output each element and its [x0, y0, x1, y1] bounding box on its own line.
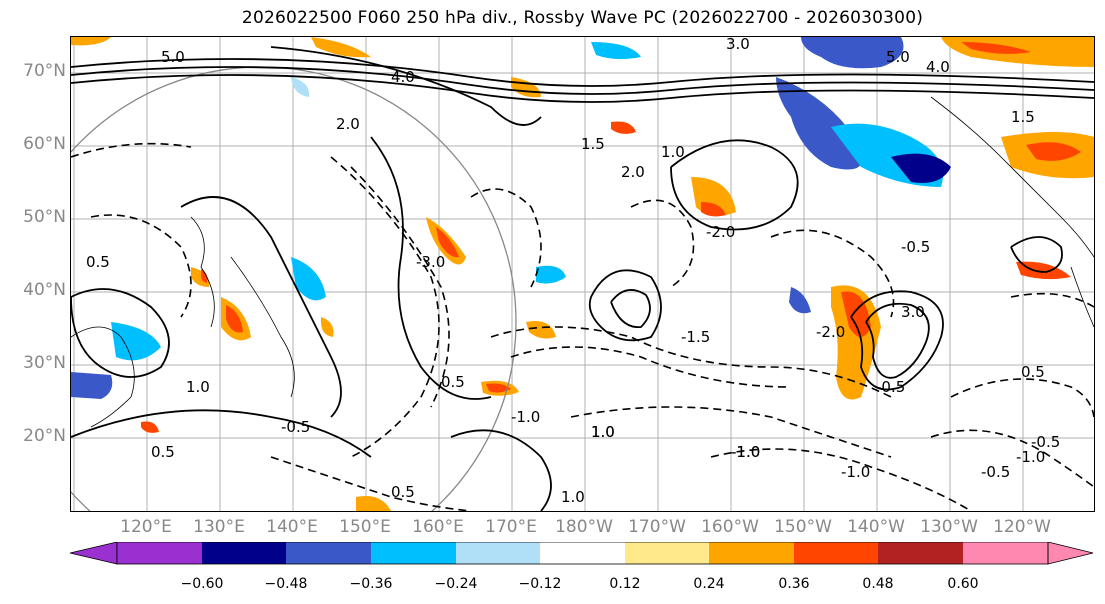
contour-label: -2.0 — [816, 323, 845, 341]
contour-label: 5.0 — [886, 48, 910, 66]
contour-label: 1.0 — [561, 488, 585, 506]
colorbar-segment — [202, 542, 286, 564]
coastlines — [71, 96, 1094, 428]
lon-label: 120°E — [120, 517, 172, 537]
contour-label: 1.0 — [591, 423, 615, 441]
contour-label: -2.0 — [706, 223, 735, 241]
colorbar-segment — [371, 542, 456, 564]
lon-label: 180°W — [555, 517, 613, 537]
contour-label: 0.5 — [391, 483, 415, 501]
lon-label: 150°E — [339, 517, 391, 537]
contour-label: -1.0 — [841, 463, 870, 481]
dashed-contours — [71, 142, 1094, 511]
colorbar-segment — [117, 542, 202, 564]
lat-label-30n: 30°N — [23, 353, 66, 373]
contour-label: 2.0 — [336, 115, 360, 133]
lon-label: 150°W — [774, 517, 832, 537]
contour-label: -1.0 — [511, 408, 540, 426]
lat-label-60n: 60°N — [23, 134, 66, 154]
colorbar-outline — [116, 542, 1049, 565]
map-title: 2026022500 F060 250 hPa div., Rossby Wav… — [241, 8, 924, 28]
contour-label: 1.5 — [1011, 108, 1035, 126]
lat-label-50n: 50°N — [23, 207, 66, 227]
contour-label: -0.5 — [1031, 433, 1060, 451]
colorbar-segment — [286, 542, 371, 564]
colorbar-tick: 0.12 — [609, 576, 641, 592]
contour-label: 1.5 — [581, 135, 605, 153]
contour-label-group: 5.0 3.0 4.0 2.0 1.5 1.0 0.5 -0.5 -1.0 -1… — [86, 37, 1060, 506]
colorbar-segment — [456, 542, 540, 564]
colorbar-tick: 0.48 — [862, 576, 894, 592]
lon-label: 170°W — [628, 517, 686, 537]
colorbar-segment — [709, 542, 794, 564]
lat-label-20n: 20°N — [23, 426, 66, 446]
contour-label: 1.0 — [591, 423, 615, 441]
contour-label: 0.5 — [151, 443, 175, 461]
lon-label: 140°E — [266, 517, 318, 537]
contour-label: -0.5 — [876, 378, 905, 396]
lon-label: 160°W — [701, 517, 759, 537]
lon-label: 130°E — [193, 517, 245, 537]
colorbar-tick: −0.60 — [180, 576, 224, 592]
contour-label: 1.0 — [661, 143, 685, 161]
contour-label: -3.0 — [416, 253, 445, 271]
contour-label: 2.0 — [621, 163, 645, 181]
contour-label: -0.5 — [981, 463, 1010, 481]
contour-label: 4.0 — [926, 58, 950, 76]
colorbar-segment — [794, 542, 878, 564]
contour-label: -1.0 — [731, 443, 760, 461]
contour-label: 4.0 — [391, 68, 415, 86]
contour-label: 3.0 — [726, 37, 750, 53]
colorbar-segment — [540, 542, 625, 564]
lon-label: 140°W — [847, 517, 905, 537]
colorbar-tick: −0.48 — [264, 576, 308, 592]
map-canvas: 5.0 3.0 4.0 2.0 1.5 1.0 0.5 -0.5 -1.0 -1… — [71, 37, 1094, 511]
divergence-shading — [71, 37, 1094, 511]
lon-label: 170°E — [485, 517, 537, 537]
colorbar-segment — [878, 542, 963, 564]
graticule — [71, 37, 1094, 511]
contour-label: 0.5 — [86, 253, 110, 271]
contour-label: 0.5 — [1021, 363, 1045, 381]
solid-contours — [71, 46, 1094, 511]
contour-label: 0.5 — [441, 373, 465, 391]
colorbar-tick: −0.12 — [518, 576, 562, 592]
lat-label-40n: 40°N — [23, 280, 66, 300]
colorbar-segment — [963, 542, 1048, 564]
colorbar-extend-max — [1047, 542, 1094, 565]
lon-label: 130°W — [920, 517, 978, 537]
contour-label: 5.0 — [161, 48, 185, 66]
contour-label: -0.5 — [901, 238, 930, 256]
contour-label: 1.0 — [186, 378, 210, 396]
colorbar-tick: −0.36 — [349, 576, 393, 592]
colorbar-segments — [69, 542, 1094, 565]
colorbar-tick: 0.36 — [778, 576, 810, 592]
colorbar-tick: 0.24 — [693, 576, 725, 592]
colorbar — [69, 542, 1094, 565]
contour-label: -1.0 — [1016, 448, 1045, 466]
colorbar-tick: 0.60 — [947, 576, 979, 592]
colorbar-extend-min — [69, 542, 118, 565]
map-panel: 5.0 3.0 4.0 2.0 1.5 1.0 0.5 -0.5 -1.0 -1… — [70, 36, 1095, 512]
colorbar-tick: −0.24 — [434, 576, 478, 592]
colorbar-segment — [625, 542, 709, 564]
contour-label: -1.5 — [681, 328, 710, 346]
lon-label: 160°E — [412, 517, 464, 537]
contour-label: -1.0 — [731, 443, 760, 461]
contour-label: -0.5 — [281, 418, 310, 436]
lon-label: 120°W — [993, 517, 1051, 537]
lat-label-70n: 70°N — [23, 61, 66, 81]
contour-label: 3.0 — [901, 303, 925, 321]
